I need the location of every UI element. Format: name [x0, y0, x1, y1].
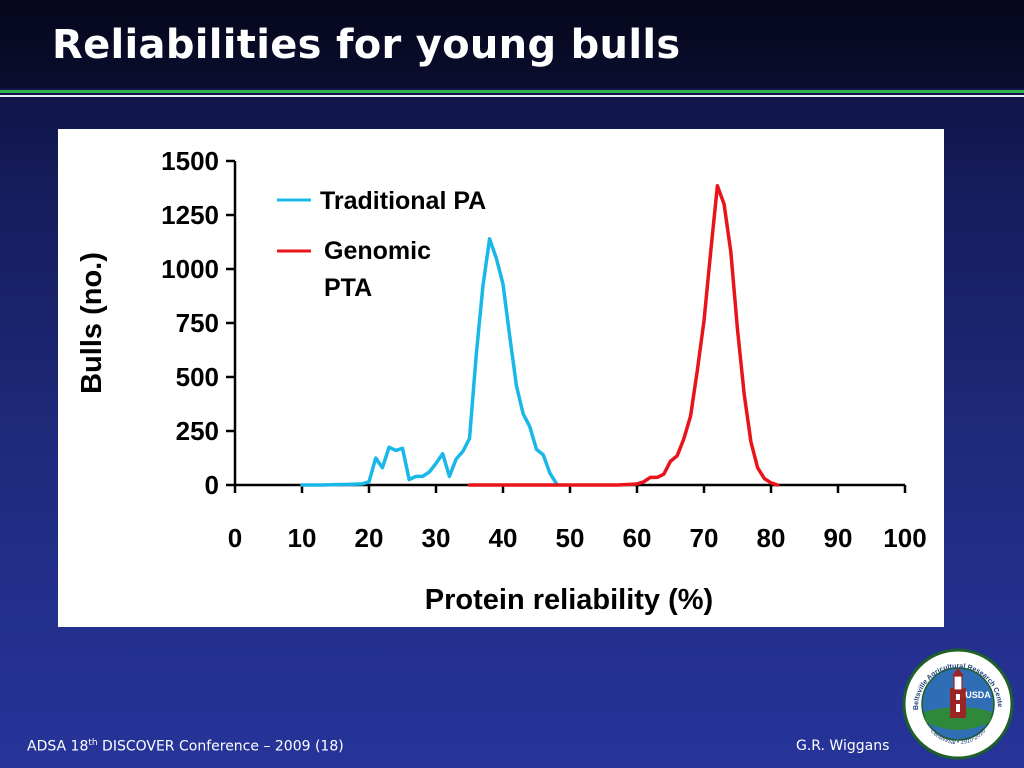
x-tick-label: 90	[824, 523, 853, 553]
slide-title: Reliabilities for young bulls	[52, 22, 681, 68]
x-axis-title: Protein reliability (%)	[425, 584, 713, 616]
title-divider-green	[0, 90, 1024, 93]
footer-conference-suffix: DISCOVER Conference – 2009 (18)	[97, 738, 344, 755]
footer-conference-prefix: ADSA 18	[27, 738, 89, 755]
footer-author: G.R. Wiggans	[796, 738, 890, 754]
series-line-genomic-pta	[467, 184, 780, 487]
x-tick-label: 50	[556, 523, 585, 553]
y-tick-label: 750	[176, 308, 219, 338]
legend-label-genomic-pta-line1: Genomic	[324, 237, 431, 265]
x-tick-label: 30	[422, 523, 451, 553]
title-divider-white	[0, 95, 1024, 97]
legend-label-traditional-pa: Traditional PA	[320, 187, 486, 215]
title-bar: Reliabilities for young bulls	[0, 0, 1024, 88]
legend-label-genomic-pta-line2: PTA	[324, 274, 372, 302]
y-axis-title: Bulls (no.)	[76, 252, 108, 394]
x-tick-label: 40	[489, 523, 518, 553]
y-tick-label: 250	[176, 416, 219, 446]
series-line-traditional-pa	[300, 237, 559, 487]
legend: Traditional PA Genomic PTA	[277, 187, 486, 302]
y-tick-label: 1000	[161, 254, 219, 284]
footer-conference-superscript: th	[88, 738, 98, 748]
x-tick-label: 10	[288, 523, 317, 553]
x-tick-label: 20	[355, 523, 384, 553]
usda-badge-text: USDA	[965, 690, 991, 700]
y-tick-label: 500	[176, 362, 219, 392]
barc-centennial-seal-logo: USDA Beltsville Agricultural Research Ce…	[902, 648, 1014, 760]
axes: 0 250 500 750 1000 1250 1500 0 10 20 30 40 50 60 70 80 9…	[161, 146, 927, 553]
series-layer	[300, 184, 780, 487]
line-chart: 0 250 500 750 1000 1250 1500 0 10 20 30 40 50 60 70 80 9…	[76, 146, 927, 616]
x-tick-label: 100	[883, 523, 926, 553]
x-tick-label: 80	[757, 523, 786, 553]
chart-panel: 0 250 500 750 1000 1250 1500 0 10 20 30 40 50 60 70 80 9…	[58, 129, 944, 627]
y-tick-label: 0	[205, 470, 219, 500]
y-tick-label: 1500	[161, 146, 219, 176]
y-tick-label: 1250	[161, 200, 219, 230]
x-tick-label: 70	[690, 523, 719, 553]
x-tick-label: 0	[228, 523, 242, 553]
x-tick-label: 60	[623, 523, 652, 553]
footer-conference: ADSA 18th DISCOVER Conference – 2009 (18…	[27, 738, 344, 755]
